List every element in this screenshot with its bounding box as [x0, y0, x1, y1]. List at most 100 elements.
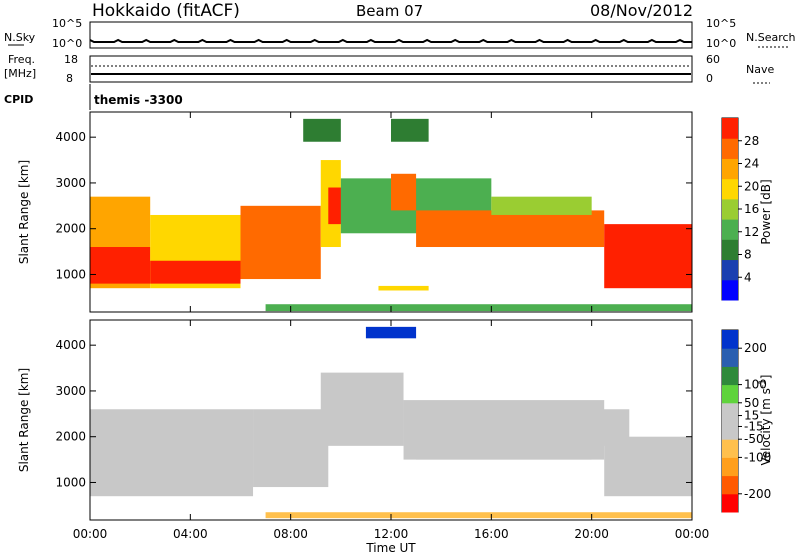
x-tick-label: 00:00: [675, 527, 710, 541]
power-echo-region: [604, 224, 692, 289]
colorbar-tick-label: 24: [744, 157, 759, 171]
colorbar-segment: [722, 366, 738, 386]
x-tick-label: 08:00: [273, 527, 308, 541]
colorbar-segment: [722, 457, 738, 477]
vel-echo-region: [365, 326, 417, 339]
power-panel: 1000 2000 3000 4000 Slant Range [km] 4 8 12 16…: [17, 111, 773, 313]
y-tick-label: 4000: [55, 130, 86, 144]
vel-echo-region: [253, 409, 329, 488]
colorbar-tick-label: 15: [744, 409, 759, 423]
colorbar-tick-label: 4: [744, 270, 752, 284]
power-echo-region: [391, 118, 429, 142]
vel-echo-region: [265, 512, 692, 519]
power-colorbar: 4 8 12 16 20 24 28: [722, 118, 759, 301]
nsearch-label: N.Search: [746, 31, 796, 44]
colorbar-tick-label: 12: [744, 225, 759, 239]
nsky-panel: N.Sky 10^5 10^0 10^5 10^0 N.Search: [4, 17, 796, 50]
colorbar-tick-label: -50: [744, 432, 764, 446]
colorbar-segment: [722, 384, 738, 404]
y-tick-label: 2000: [55, 222, 86, 236]
colorbar-segment: [722, 118, 738, 139]
colorbar-segment: [722, 239, 738, 261]
colorbar-segment: [722, 439, 738, 458]
y-tick-label: 3000: [55, 176, 86, 190]
velocity-data: [90, 326, 692, 519]
colorbar-segment: [722, 178, 738, 200]
nsky-tick-bottom-right: 10^0: [706, 37, 736, 50]
freq-unit: [MHz]: [4, 67, 36, 80]
vel-echo-region: [320, 372, 404, 446]
y-tick-label: 3000: [55, 384, 86, 398]
power-echo-region: [90, 247, 151, 284]
power-echo-region: [150, 260, 241, 284]
colorbar-tick-label: 28: [744, 134, 759, 148]
colorbar-segment: [722, 475, 738, 495]
power-echo-region: [240, 205, 321, 280]
beam-title: Beam 07: [356, 2, 423, 20]
colorbar-segment: [722, 330, 738, 349]
x-tick-label: 16:00: [474, 527, 509, 541]
velocity-colorbar-label: Velocity [m s-1]: [758, 375, 773, 466]
colorbar-segment: [722, 138, 738, 159]
nave-tick-bottom-right: 0: [706, 72, 713, 85]
colorbar-segment: [722, 198, 738, 220]
power-data: [90, 118, 692, 312]
power-echo-region: [416, 210, 605, 248]
cpid-value: themis -3300: [94, 93, 183, 107]
station-title: Hokkaido (fitACF): [92, 1, 240, 21]
vel-echo-region: [90, 409, 254, 497]
y-tick-label: 1000: [55, 267, 86, 281]
nave-label: Nave: [746, 63, 774, 76]
nsky-tick-bottom-left: 10^0: [52, 37, 82, 50]
nsky-label: N.Sky: [4, 31, 36, 44]
velocity-ylabel: Slant Range [km]: [17, 368, 31, 472]
power-echo-region: [391, 173, 417, 211]
x-tick-label: 04:00: [173, 527, 208, 541]
power-colorbar-label: Power [dB]: [759, 179, 773, 244]
vel-echo-region: [566, 409, 630, 446]
colorbar-tick-label: -100: [744, 450, 771, 464]
colorbar-segment: [722, 279, 738, 301]
y-tick-label: 2000: [55, 430, 86, 444]
power-echo-region: [265, 304, 692, 312]
nsky-tick-top-left: 10^5: [52, 17, 82, 30]
colorbar-segment: [722, 259, 738, 281]
x-axis-label: Time UT: [365, 541, 416, 554]
vel-echo-region: [604, 436, 692, 497]
colorbar-tick-label: -15: [744, 419, 764, 433]
nave-tick-top-right: 60: [706, 53, 720, 66]
power-ylabel: Slant Range [km]: [17, 160, 31, 264]
vel-echo-region: [416, 450, 592, 460]
x-tick-label: 20:00: [574, 527, 609, 541]
colorbar-segment: [722, 493, 738, 513]
colorbar-tick-label: 20: [744, 179, 759, 193]
colorbar-tick-label: 8: [744, 248, 752, 262]
colorbar-segment: [722, 402, 738, 422]
colorbar-tick-label: 200: [744, 341, 767, 355]
x-tick-label: 00:00: [73, 527, 108, 541]
colorbar-segment: [722, 421, 738, 440]
freq-label: Freq.: [8, 53, 35, 66]
y-tick-label: 4000: [55, 338, 86, 352]
nsky-trace: [89, 38, 692, 43]
date-title: 08/Nov/2012: [590, 1, 693, 20]
power-echo-region: [378, 285, 429, 291]
velocity-panel: 1000 2000 3000 4000 Slant Range [km] -200 -1…: [17, 319, 773, 521]
y-tick-label: 1000: [55, 475, 86, 489]
colorbar-segment: [722, 348, 738, 367]
colorbar-tick-label: 50: [744, 396, 759, 410]
power-echo-region: [303, 118, 341, 142]
cpid-label: CPID: [4, 93, 33, 106]
freq-tick-top-left: 18: [64, 53, 78, 66]
cpid-panel: CPID themis -3300: [4, 84, 183, 110]
colorbar-segment: [722, 158, 738, 180]
x-tick-label: 12:00: [374, 527, 409, 541]
nsky-tick-top-right: 10^5: [706, 17, 736, 30]
freq-tick-bottom-left: 8: [66, 72, 73, 85]
freq-panel: Freq. [MHz] 18 8 60 0 Nave: [4, 53, 774, 85]
power-echo-region: [491, 196, 592, 215]
colorbar-tick-label: 100: [744, 378, 767, 392]
colorbar-tick-label: 16: [744, 202, 759, 216]
